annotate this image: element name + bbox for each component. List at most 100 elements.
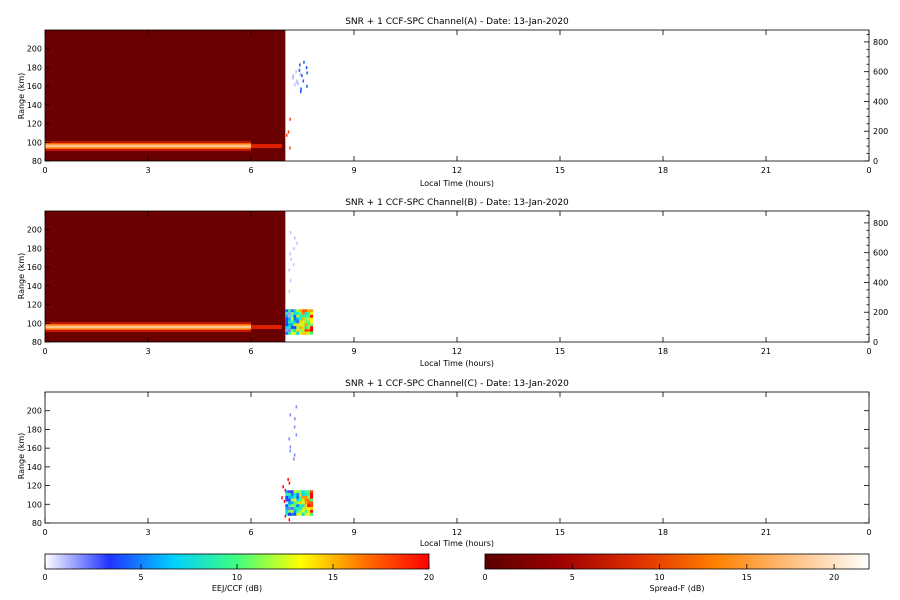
ccf-cell <box>293 331 297 335</box>
ccf-cell <box>301 512 305 516</box>
y-tick-label: 140 <box>27 463 42 472</box>
ccf-cell <box>296 326 300 330</box>
x-tick-label: 12 <box>452 166 462 175</box>
ccf-cell <box>304 323 308 327</box>
ccf-cell <box>301 493 305 497</box>
ccf-cell <box>304 317 308 321</box>
ccf-cell <box>296 498 300 502</box>
ccf-cell <box>285 309 289 313</box>
ccf-cell <box>301 507 305 511</box>
ccf-cell <box>307 328 311 333</box>
sparse-echo <box>287 130 290 134</box>
colorbar-spread-f: 0 5 10 15 20 Spread-F (dB) <box>482 553 870 593</box>
ccf-cell <box>290 507 294 511</box>
ccf-cell <box>290 331 294 335</box>
ccf-cell <box>310 512 314 516</box>
x-tick-label: 12 <box>452 528 462 537</box>
panel-b: SNR + 1 CCF-SPC Channel(B) - Date: 13-Ja… <box>17 198 888 368</box>
ccf-cell <box>310 326 314 330</box>
panel-c-title: SNR + 1 CCF-SPC Channel(C) - Date: 13-Ja… <box>345 379 569 389</box>
ccf-cell <box>299 509 303 514</box>
ccf-cell <box>296 495 300 499</box>
x-tick-label: 21 <box>761 347 771 356</box>
x-tick-label: 3 <box>145 166 150 175</box>
x-tick-label: 0 <box>42 528 47 537</box>
ccf-cell <box>288 504 292 508</box>
sparse-echo <box>293 247 295 251</box>
ccf-cell <box>304 314 308 318</box>
sparse-echo <box>293 83 296 87</box>
sparse-echo <box>294 236 296 240</box>
colorbar-tick-label: 15 <box>742 573 752 582</box>
ccf-cell <box>304 309 308 313</box>
ccf-cell <box>307 326 311 330</box>
ccf-cell <box>290 495 294 499</box>
ccf-cell <box>301 495 305 499</box>
x-tick-label: 21 <box>761 166 771 175</box>
ccf-cell <box>301 498 305 502</box>
y-tick-label: 80 <box>32 338 42 347</box>
sparse-echo <box>289 445 292 449</box>
panel-a-plot: 0 3 6 9 12 15 18 21 0801001201401601802000200400… <box>27 29 888 175</box>
sparse-echo <box>295 433 298 437</box>
ccf-cell <box>310 320 314 324</box>
sparse-echo <box>282 485 284 489</box>
colorbar-tick-label: 20 <box>424 573 434 582</box>
spread-f-block <box>45 211 286 342</box>
y-tick-label: 80 <box>32 157 42 166</box>
ccf-cell <box>290 314 294 318</box>
ccf-cell <box>304 328 308 333</box>
ccf-cell <box>290 493 294 497</box>
ccf-cell <box>290 512 294 516</box>
colorbar-eej-label: EEJ/CCF (dB) <box>212 584 262 593</box>
ccf-cell <box>299 326 303 330</box>
ccf-cell <box>304 501 308 505</box>
ccf-cell <box>304 507 308 511</box>
ccf-cell <box>299 493 303 497</box>
sparse-echo <box>292 263 295 267</box>
ccf-cell <box>299 512 303 516</box>
sparse-echo <box>287 477 289 481</box>
ccf-cell <box>293 309 297 313</box>
ccf-cell <box>299 328 303 333</box>
ccf-cell <box>285 490 289 494</box>
ccf-cell <box>301 317 305 321</box>
sparse-echo <box>295 405 298 409</box>
ccf-cell <box>301 326 305 330</box>
ccf-cell <box>299 320 303 324</box>
ccf-cell <box>290 320 294 324</box>
y-tick-label: 100 <box>27 138 42 147</box>
ccf-cell <box>296 312 300 316</box>
y-tick-label: 100 <box>27 319 42 328</box>
ccf-cell <box>307 504 311 508</box>
panel-b-ylabel: Range (km) <box>17 253 26 300</box>
ccf-cell <box>310 309 314 313</box>
sparse-echo <box>289 449 291 453</box>
sparse-echo <box>306 71 308 75</box>
sparse-echo <box>298 68 301 72</box>
ccf-cell <box>288 314 292 318</box>
sparse-echo <box>296 241 298 245</box>
ccf-cell <box>310 493 314 497</box>
right-tick-label: 0 <box>873 157 878 166</box>
ccf-cell <box>307 331 311 335</box>
ccf-cell <box>290 309 294 313</box>
layer-core <box>45 144 251 148</box>
x-tick-label: 12 <box>452 347 462 356</box>
ccf-cell <box>296 512 300 516</box>
ccf-cell <box>293 493 297 497</box>
sparse-echo <box>303 60 305 64</box>
ccf-cell <box>293 314 297 318</box>
ccf-cell <box>307 312 311 316</box>
y-tick-label: 180 <box>27 63 42 72</box>
ccf-cell <box>307 490 311 494</box>
y-tick-label: 200 <box>27 45 42 54</box>
ccf-cell <box>290 501 294 505</box>
sparse-echo <box>292 74 295 78</box>
ccf-cell <box>304 512 308 516</box>
ccf-cell <box>304 320 308 324</box>
x-tick-label: 3 <box>145 347 150 356</box>
right-tick-label: 600 <box>873 249 888 258</box>
sparse-echo <box>288 437 290 441</box>
